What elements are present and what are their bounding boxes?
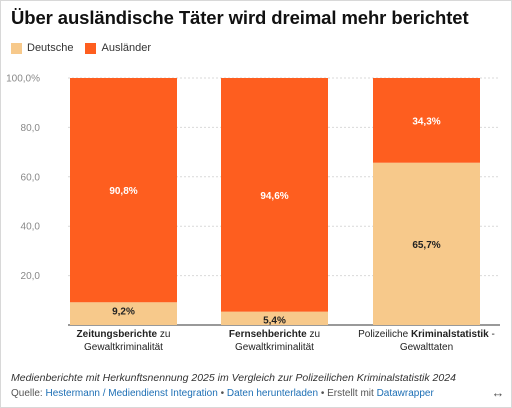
legend-label-deutsche: Deutsche <box>27 42 74 54</box>
y-tick-label: 80,0 <box>21 123 41 134</box>
data-label: 5,4% <box>263 316 286 327</box>
y-tick-label: 20,0 <box>21 271 41 282</box>
data-label: 34,3% <box>412 116 440 127</box>
legend-item-deutsche: Deutsche <box>11 42 73 54</box>
bar-deutsche-1 <box>221 311 328 325</box>
legend: Deutsche Ausländer <box>11 42 163 54</box>
chart-note: Medienberichte mit Herkunftsnennung 2025… <box>11 372 456 384</box>
data-label: 9,2% <box>112 306 135 317</box>
bar-deutsche-2 <box>373 162 480 325</box>
source-line: Quelle: Hestermann / Mediendienst Integr… <box>11 388 434 399</box>
source-link[interactable]: Hestermann / Mediendienst Integration <box>45 388 218 399</box>
category-label-line2: Gewaltkriminalität <box>84 342 163 353</box>
category-label: Polizeiliche Kriminalstatistik - <box>358 329 495 340</box>
made-with-text: • Erstellt mit <box>318 388 377 399</box>
data-label: 94,6% <box>260 191 288 202</box>
y-tick-label: 100,0% <box>6 74 40 85</box>
source-separator: • <box>217 388 227 399</box>
data-label: 65,7% <box>412 240 440 251</box>
category-label-line2: Gewaltkriminalität <box>235 342 314 353</box>
legend-swatch-deutsche <box>11 42 22 54</box>
y-tick-label: 60,0 <box>21 172 41 183</box>
y-tick-label: 40,0 <box>21 222 41 233</box>
expand-icon[interactable]: ↔ <box>491 385 505 400</box>
legend-swatch-auslaender <box>85 42 97 54</box>
category-label-line2: Gewalttaten <box>400 342 453 353</box>
bar-deutsche-0 <box>70 302 177 325</box>
data-label: 90,8% <box>109 186 137 197</box>
legend-label-auslaender: Ausländer <box>101 42 152 54</box>
legend-item-auslaender: Ausländer <box>85 42 151 54</box>
source-prefix: Quelle: <box>11 388 46 399</box>
bar-auslaender-0 <box>70 78 177 303</box>
datawrapper-link[interactable]: Datawrapper <box>376 388 434 399</box>
chart-title: Über ausländische Täter wird dreimal meh… <box>11 7 469 28</box>
category-label: Zeitungsberichte zu <box>77 329 171 340</box>
category-label: Fernsehberichte zu <box>229 329 320 340</box>
download-data-link[interactable]: Daten herunterladen <box>226 388 319 399</box>
bar-auslaender-1 <box>221 78 328 312</box>
bar-auslaender-2 <box>373 78 480 163</box>
